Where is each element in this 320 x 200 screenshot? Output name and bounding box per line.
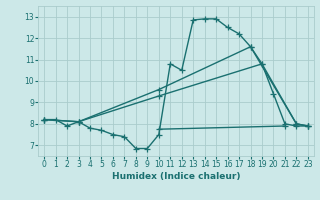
X-axis label: Humidex (Indice chaleur): Humidex (Indice chaleur) — [112, 172, 240, 181]
